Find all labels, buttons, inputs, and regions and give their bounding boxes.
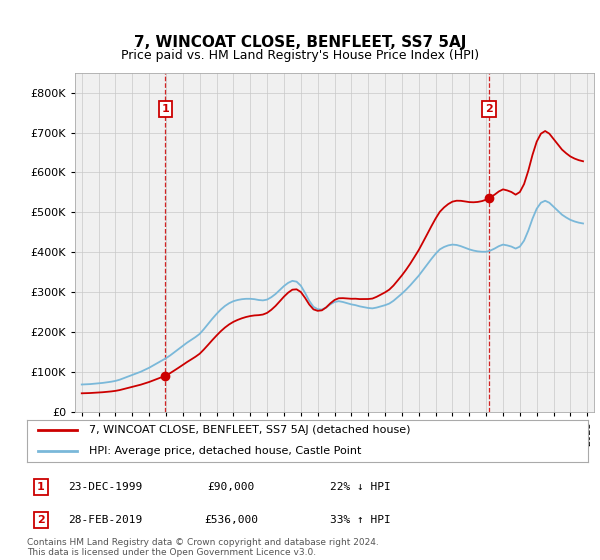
Text: 28-FEB-2019: 28-FEB-2019	[68, 515, 142, 525]
Text: Price paid vs. HM Land Registry's House Price Index (HPI): Price paid vs. HM Land Registry's House …	[121, 49, 479, 62]
Text: 2: 2	[37, 515, 44, 525]
Text: HPI: Average price, detached house, Castle Point: HPI: Average price, detached house, Cast…	[89, 446, 361, 456]
Text: 1: 1	[161, 104, 169, 114]
Text: Contains HM Land Registry data © Crown copyright and database right 2024.
This d: Contains HM Land Registry data © Crown c…	[27, 538, 379, 557]
Text: 23-DEC-1999: 23-DEC-1999	[68, 482, 142, 492]
Text: £536,000: £536,000	[204, 515, 258, 525]
Text: 33% ↑ HPI: 33% ↑ HPI	[329, 515, 391, 525]
Text: 7, WINCOAT CLOSE, BENFLEET, SS7 5AJ (detached house): 7, WINCOAT CLOSE, BENFLEET, SS7 5AJ (det…	[89, 425, 410, 435]
Text: £90,000: £90,000	[208, 482, 254, 492]
Text: 1: 1	[37, 482, 44, 492]
Text: 7, WINCOAT CLOSE, BENFLEET, SS7 5AJ: 7, WINCOAT CLOSE, BENFLEET, SS7 5AJ	[134, 35, 466, 50]
Text: 22% ↓ HPI: 22% ↓ HPI	[329, 482, 391, 492]
Text: 2: 2	[485, 104, 493, 114]
